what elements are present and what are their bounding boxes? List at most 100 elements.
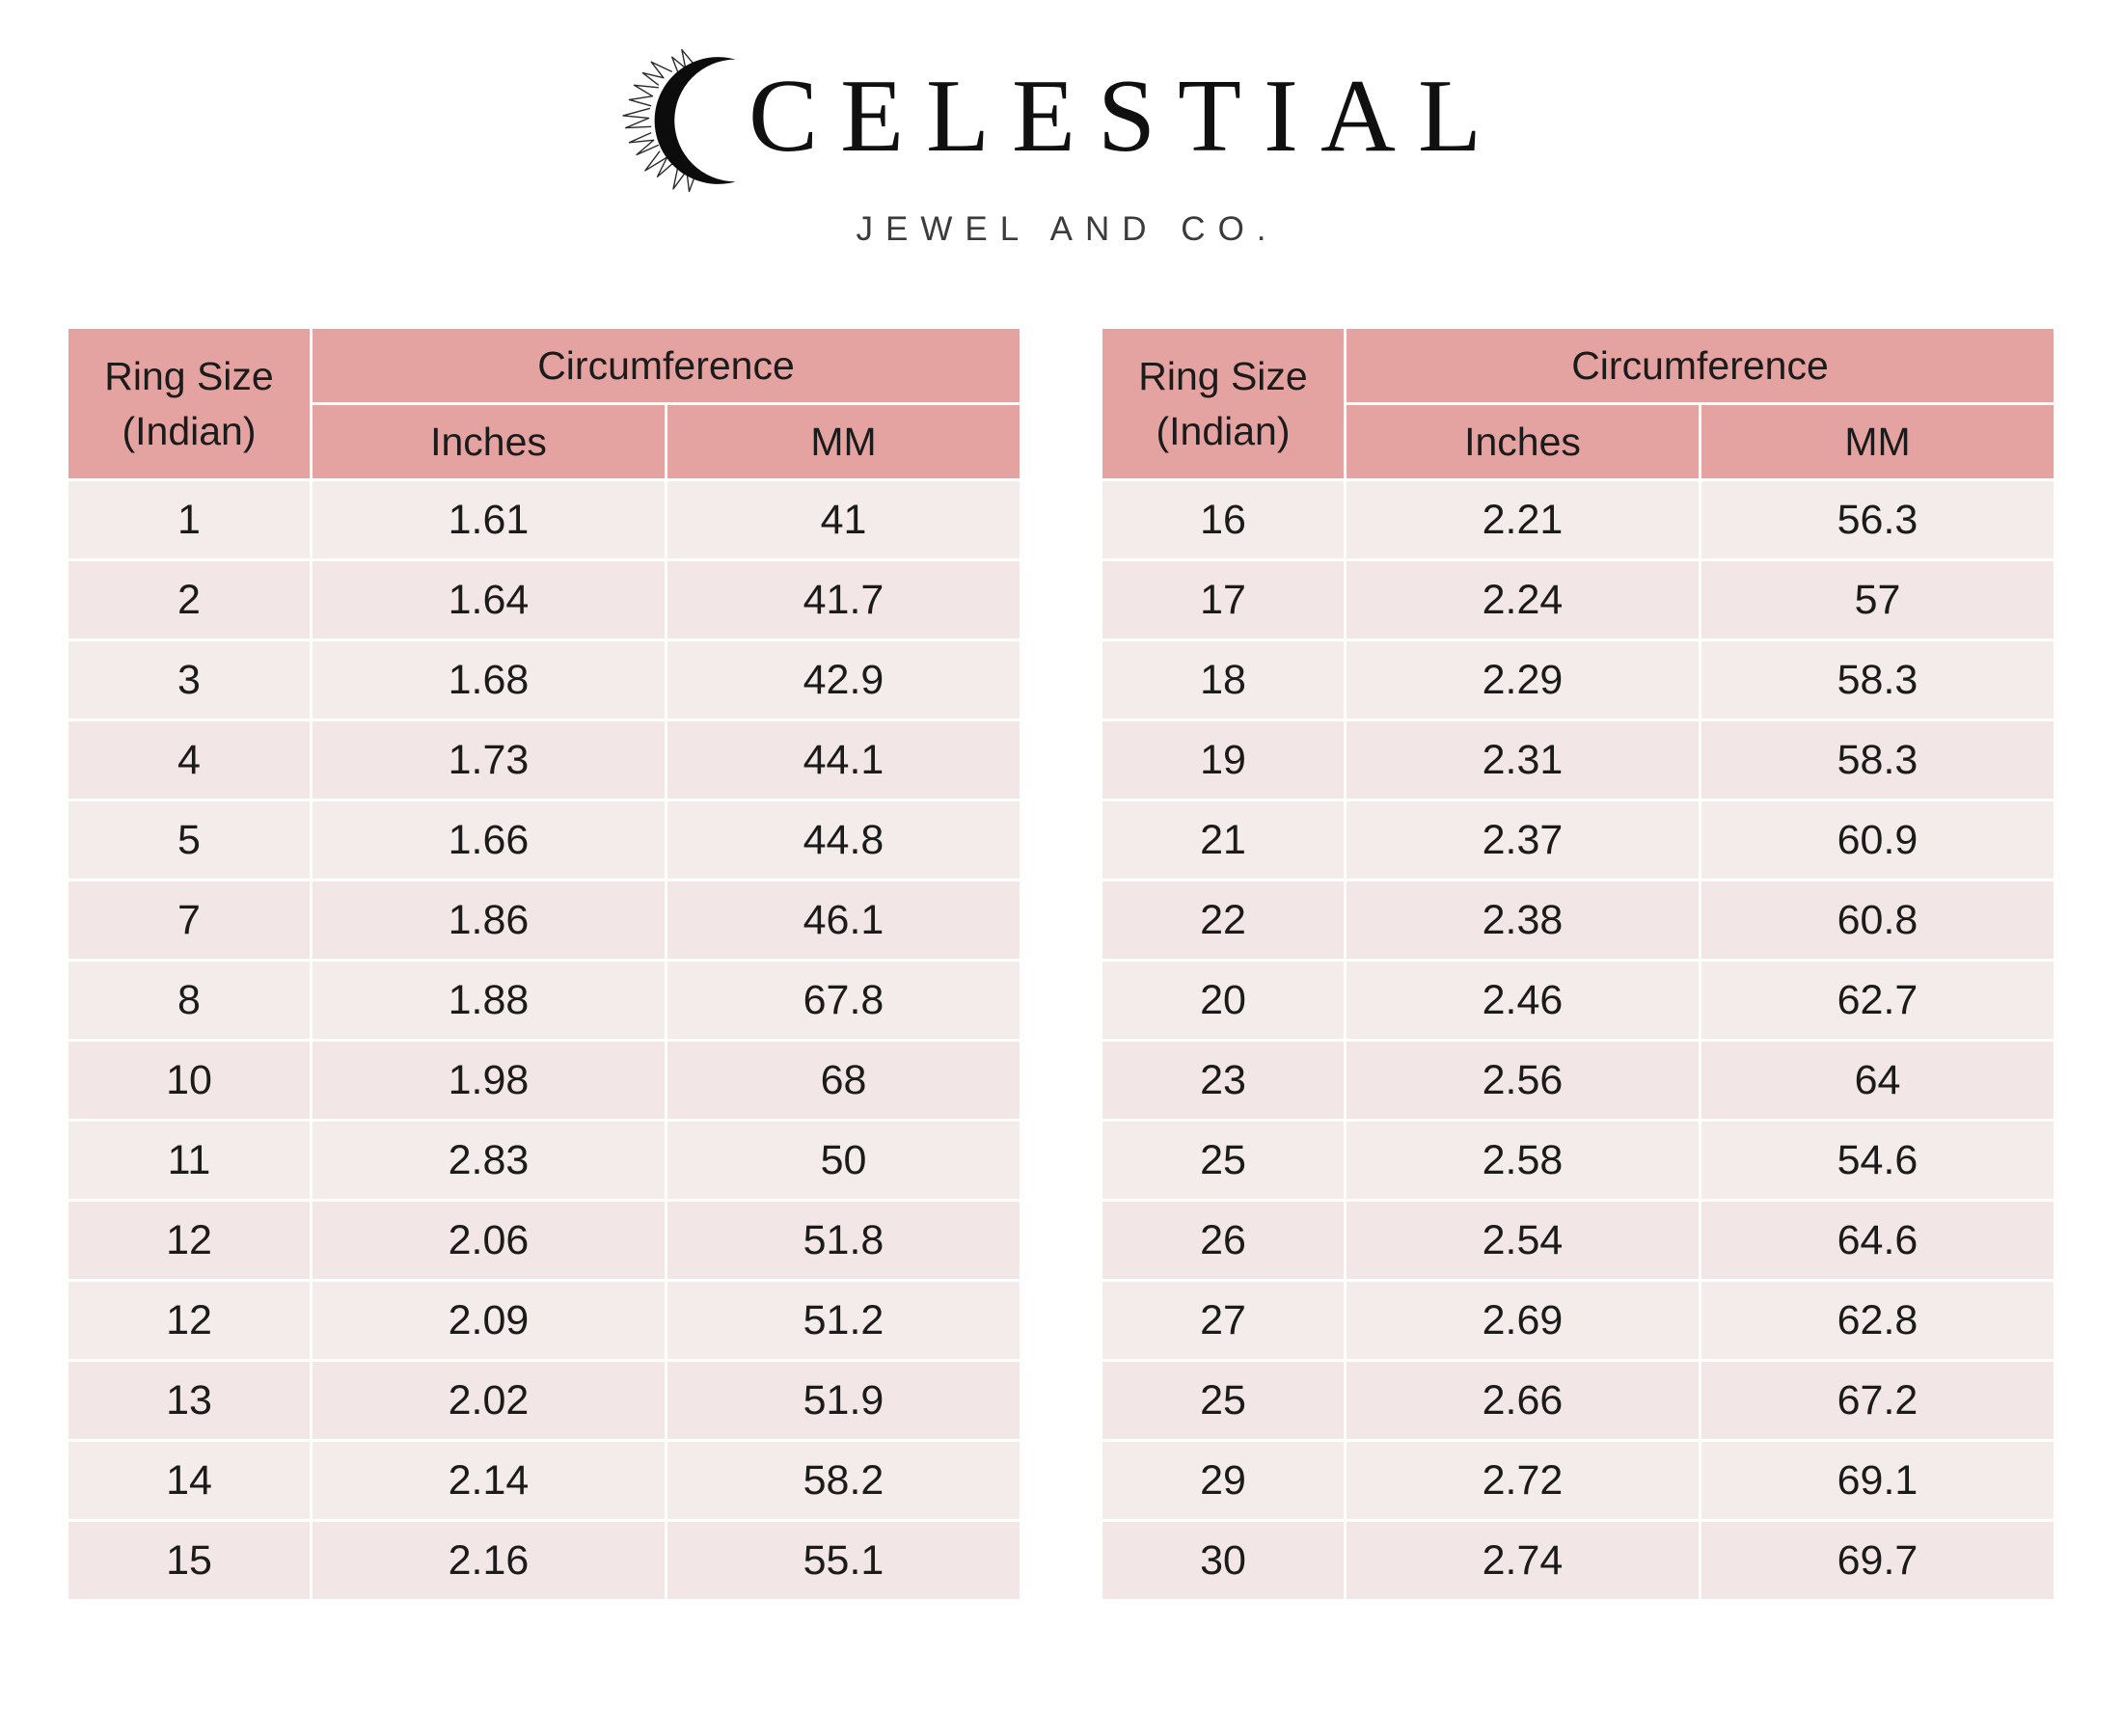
inches-cell: 2.09	[313, 1282, 665, 1359]
table-row: 25 2.66 67.2	[1102, 1362, 2054, 1439]
inches-cell: 2.29	[1347, 641, 1699, 719]
mm-cell: 46.1	[667, 882, 1020, 959]
table-body-right: 16 2.21 56.3 17 2.24 57 18 2.29 58.3 19 2.31 58.3 21…	[1102, 481, 2054, 1599]
table-row: 30 2.74 69.7	[1102, 1522, 2054, 1599]
table-row: 25 2.58 54.6	[1102, 1122, 2054, 1199]
mm-cell: 67.2	[1701, 1362, 2054, 1439]
ring-size-cell: 13	[68, 1362, 310, 1439]
table-row: 16 2.21 56.3	[1102, 481, 2054, 558]
brand-wordmark: CELESTIAL	[0, 44, 2122, 193]
ring-size-tables: Ring Size (Indian) Circumference Inches …	[0, 326, 2122, 1602]
inches-cell: 2.37	[1347, 801, 1699, 879]
mm-cell: 58.3	[1701, 641, 2054, 719]
table-row: 14 2.14 58.2	[68, 1442, 1020, 1519]
header-row-secondary: Inches MM	[68, 405, 1020, 478]
header-row-primary: Ring Size (Indian) Circumference	[68, 329, 1020, 478]
ring-size-cell: 4	[68, 721, 310, 799]
table-row: 19 2.31 58.3	[1102, 721, 2054, 799]
table-row: 12 2.06 51.8	[68, 1202, 1020, 1279]
column-header-mm: MM	[1701, 405, 2054, 478]
table-row: 23 2.56 64	[1102, 1042, 2054, 1119]
inches-cell: 1.68	[313, 641, 665, 719]
table-row: 13 2.02 51.9	[68, 1362, 1020, 1439]
column-header-inches: Inches	[313, 405, 665, 478]
inches-cell: 1.61	[313, 481, 665, 558]
table-row: 15 2.16 55.1	[68, 1522, 1020, 1599]
ring-size-label-line1: Ring Size	[1138, 353, 1308, 398]
inches-cell: 2.14	[313, 1442, 665, 1519]
ring-size-cell: 27	[1102, 1282, 1344, 1359]
mm-cell: 41.7	[667, 561, 1020, 638]
ring-size-cell: 12	[68, 1202, 310, 1279]
ring-size-cell: 7	[68, 882, 310, 959]
inches-cell: 2.06	[313, 1202, 665, 1279]
table-row: 17 2.24 57	[1102, 561, 2054, 638]
table-row: 22 2.38 60.8	[1102, 882, 2054, 959]
table-head-right: Ring Size (Indian) Circumference Inches …	[1102, 329, 2054, 478]
mm-cell: 62.7	[1701, 962, 2054, 1039]
brand-name: CELESTIAL	[748, 59, 1504, 174]
mm-cell: 58.3	[1701, 721, 2054, 799]
ring-size-cell: 18	[1102, 641, 1344, 719]
mm-cell: 69.7	[1701, 1522, 2054, 1599]
mm-cell: 60.9	[1701, 801, 2054, 879]
inches-cell: 1.66	[313, 801, 665, 879]
table-row: 29 2.72 69.1	[1102, 1442, 2054, 1519]
ring-size-label-line2: (Indian)	[122, 408, 257, 453]
mm-cell: 62.8	[1701, 1282, 2054, 1359]
inches-cell: 1.98	[313, 1042, 665, 1119]
ring-size-cell: 30	[1102, 1522, 1344, 1599]
inches-cell: 2.16	[313, 1522, 665, 1599]
mm-cell: 51.2	[667, 1282, 1020, 1359]
ring-size-cell: 5	[68, 801, 310, 879]
inches-cell: 2.31	[1347, 721, 1699, 799]
inches-cell: 2.02	[313, 1362, 665, 1439]
table-row: 3 1.68 42.9	[68, 641, 1020, 719]
table-row: 11 2.83 50	[68, 1122, 1020, 1199]
column-header-mm: MM	[667, 405, 1020, 478]
column-header-ring-size: Ring Size (Indian)	[68, 329, 310, 478]
table-row: 21 2.37 60.9	[1102, 801, 2054, 879]
mm-cell: 44.8	[667, 801, 1020, 879]
mm-cell: 64.6	[1701, 1202, 2054, 1279]
ring-size-cell: 1	[68, 481, 310, 558]
table-row: 20 2.46 62.7	[1102, 962, 2054, 1039]
column-header-ring-size: Ring Size (Indian)	[1102, 329, 1344, 478]
mm-cell: 44.1	[667, 721, 1020, 799]
sun-moon-crescent-icon	[618, 47, 765, 194]
inches-cell: 2.72	[1347, 1442, 1699, 1519]
ring-size-cell: 25	[1102, 1362, 1344, 1439]
mm-cell: 60.8	[1701, 882, 2054, 959]
inches-cell: 2.46	[1347, 962, 1699, 1039]
inches-cell: 2.56	[1347, 1042, 1699, 1119]
inches-cell: 1.73	[313, 721, 665, 799]
table-row: 7 1.86 46.1	[68, 882, 1020, 959]
mm-cell: 57	[1701, 561, 2054, 638]
table-row: 1 1.61 41	[68, 481, 1020, 558]
ring-size-label-line1: Ring Size	[104, 353, 274, 398]
brand-tagline: JEWEL AND CO.	[856, 210, 1279, 248]
ring-size-cell: 8	[68, 962, 310, 1039]
inches-cell: 2.69	[1347, 1282, 1699, 1359]
ring-size-cell: 21	[1102, 801, 1344, 879]
ring-size-cell: 26	[1102, 1202, 1344, 1279]
ring-size-cell: 22	[1102, 882, 1344, 959]
ring-size-cell: 10	[68, 1042, 310, 1119]
table-row: 27 2.69 62.8	[1102, 1282, 2054, 1359]
mm-cell: 56.3	[1701, 481, 2054, 558]
table-body-left: 1 1.61 41 2 1.64 41.7 3 1.68 42.9 4 1.73 44.1 5 1.66 4…	[68, 481, 1020, 1599]
ring-size-cell: 11	[68, 1122, 310, 1199]
table-row: 5 1.66 44.8	[68, 801, 1020, 879]
inches-cell: 2.54	[1347, 1202, 1699, 1279]
ring-size-cell: 16	[1102, 481, 1344, 558]
mm-cell: 51.8	[667, 1202, 1020, 1279]
inches-cell: 2.58	[1347, 1122, 1699, 1199]
inches-cell: 1.88	[313, 962, 665, 1039]
ring-size-cell: 2	[68, 561, 310, 638]
ring-size-cell: 15	[68, 1522, 310, 1599]
ring-size-cell: 23	[1102, 1042, 1344, 1119]
mm-cell: 50	[667, 1122, 1020, 1199]
inches-cell: 2.38	[1347, 882, 1699, 959]
mm-cell: 41	[667, 481, 1020, 558]
inches-cell: 2.66	[1347, 1362, 1699, 1439]
